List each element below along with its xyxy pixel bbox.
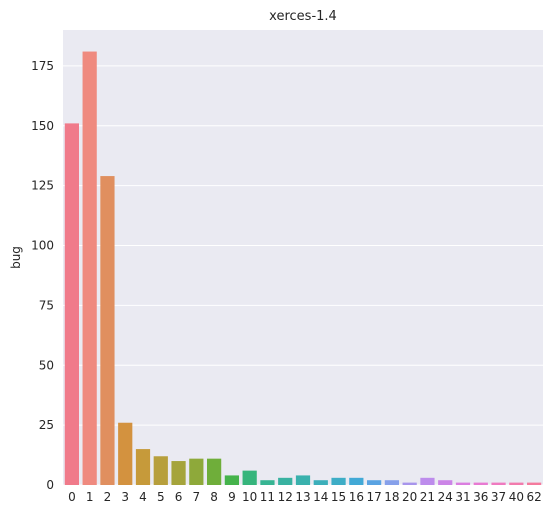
bars (64, 51, 542, 485)
y-tick-label: 0 (46, 478, 54, 492)
bar-9 (224, 475, 239, 485)
bar-18 (384, 480, 399, 485)
x-tick-label: 5 (157, 490, 165, 504)
x-tick-label: 36 (473, 490, 488, 504)
x-tick-label: 37 (491, 490, 506, 504)
y-tick-label: 125 (31, 179, 54, 193)
y-axis-ticks: 0 25 50 75 100 125 150 175 (31, 59, 54, 492)
bar-17 (367, 480, 382, 485)
x-tick-label: 4 (139, 490, 147, 504)
x-tick-label: 62 (526, 490, 541, 504)
x-tick-label: 40 (509, 490, 524, 504)
x-tick-label: 7 (193, 490, 201, 504)
x-tick-label: 9 (228, 490, 236, 504)
bar-5 (153, 456, 168, 485)
x-tick-label: 11 (260, 490, 275, 504)
bar-31 (455, 482, 471, 485)
bar-8 (207, 458, 222, 485)
x-tick-label: 6 (175, 490, 183, 504)
x-tick-label: 17 (366, 490, 381, 504)
bar-7 (189, 458, 204, 485)
x-tick-label: 3 (121, 490, 129, 504)
bar-1 (82, 51, 97, 485)
x-tick-label: 21 (420, 490, 435, 504)
y-axis-label: bug (9, 246, 23, 269)
bar-21 (420, 477, 435, 485)
x-tick-label: 24 (438, 490, 453, 504)
x-tick-label: 12 (278, 490, 293, 504)
chart-title: xerces-1.4 (269, 9, 337, 24)
x-tick-label: 2 (104, 490, 112, 504)
bar-0 (64, 123, 79, 485)
x-tick-label: 20 (402, 490, 417, 504)
bar-15 (331, 477, 346, 485)
x-tick-label: 10 (242, 490, 257, 504)
bar-12 (278, 477, 293, 485)
x-axis-ticks: 0 1 2 3 4 5 6 7 8 9 10 11 12 13 14 15 16 17 18 20 21 24 31 36 37… (68, 490, 542, 504)
x-tick-label: 0 (68, 490, 76, 504)
y-tick-label: 50 (39, 358, 54, 372)
x-tick-label: 8 (210, 490, 218, 504)
bar-13 (295, 475, 311, 485)
bar-37 (491, 482, 506, 485)
bar-16 (349, 477, 364, 485)
x-tick-label: 14 (313, 490, 328, 504)
y-tick-label: 75 (39, 298, 54, 312)
x-tick-label: 16 (349, 490, 364, 504)
bar-14 (313, 480, 328, 485)
bar-2 (100, 176, 115, 485)
y-tick-label: 25 (39, 418, 54, 432)
x-tick-label: 1 (86, 490, 94, 504)
bar-36 (473, 482, 488, 485)
bar-6 (171, 461, 186, 485)
bar-40 (509, 482, 524, 485)
bar-20 (402, 482, 417, 485)
gridlines (63, 65, 543, 486)
plot-area (63, 30, 543, 485)
bar-4 (135, 449, 151, 485)
bar-10 (242, 470, 257, 485)
x-tick-label: 15 (331, 490, 346, 504)
bar-24 (438, 480, 453, 485)
x-tick-label: 18 (384, 490, 399, 504)
x-tick-label: 13 (295, 490, 310, 504)
bar-11 (260, 480, 275, 485)
y-tick-label: 175 (31, 59, 54, 73)
y-tick-label: 100 (31, 239, 54, 253)
x-tick-label: 31 (455, 490, 470, 504)
bar-62 (527, 482, 542, 485)
bar-3 (118, 422, 133, 485)
y-tick-label: 150 (31, 119, 54, 133)
